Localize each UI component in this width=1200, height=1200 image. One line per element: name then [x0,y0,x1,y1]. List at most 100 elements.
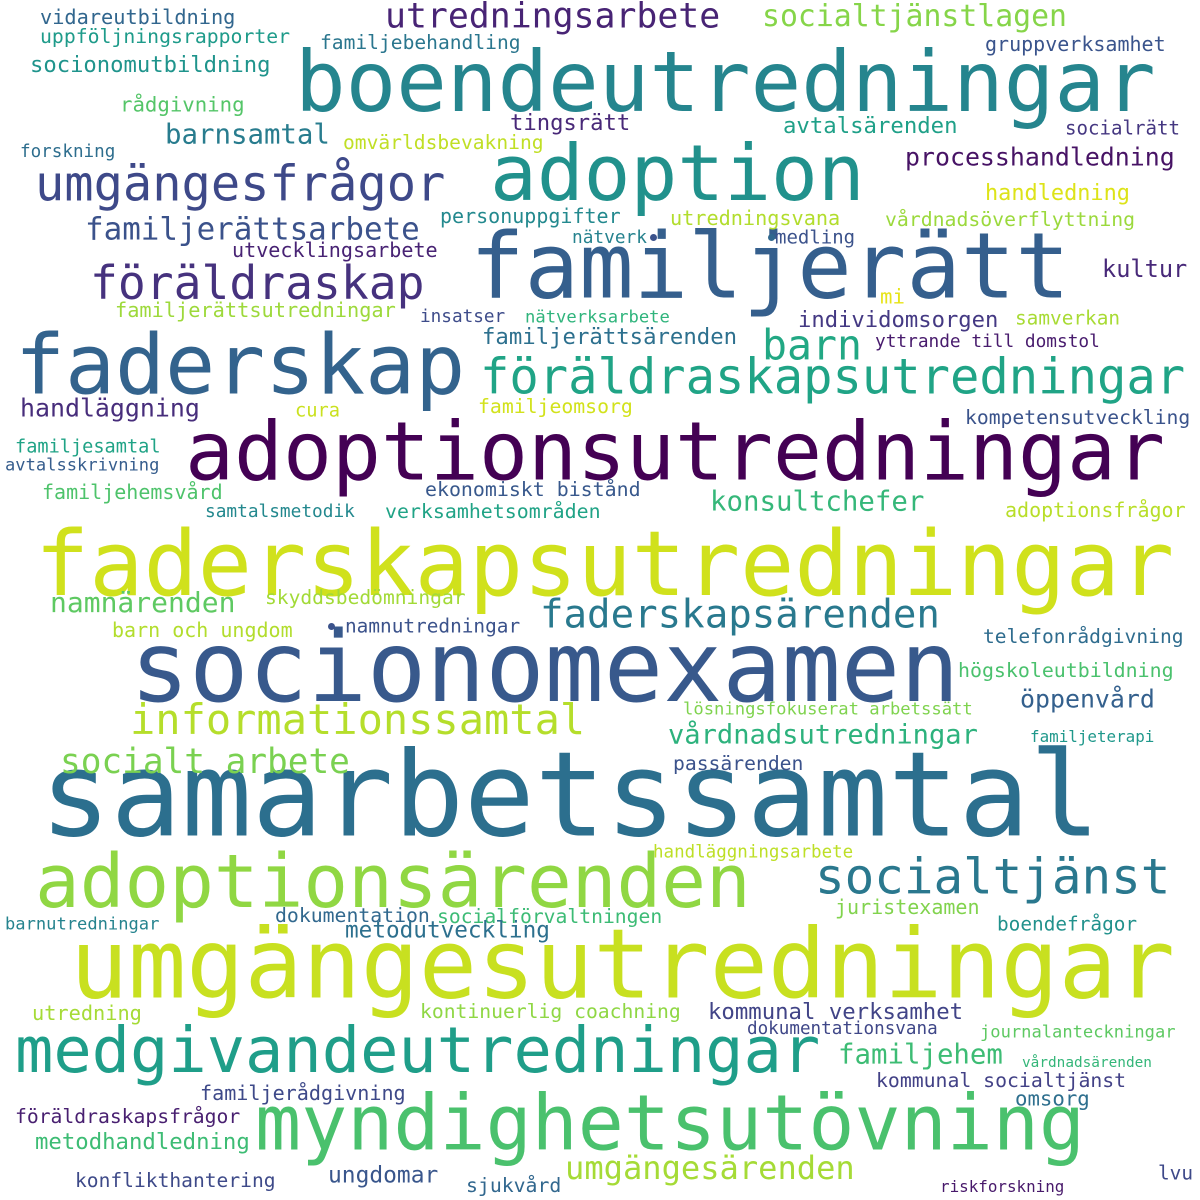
word-familjeterapi: familjeterapi [1030,727,1155,747]
word-namnutredningar: namnutredningar [345,614,521,638]
word-skyddsbed-mningar: skyddsbedömningar [265,586,466,610]
word-familjer-ttsutredningar: familjerättsutredningar [115,297,396,322]
word-adoptions-renden: adoptionsärenden [35,837,751,925]
word-n-tverksarbete: nätverksarbete [525,307,670,328]
word-barn: barn [762,320,862,370]
word-barnsamtal: barnsamtal [165,119,330,151]
word-dokumentationsvana: dokumentationsvana [747,1019,938,1040]
word-kultur: kultur [1102,255,1188,284]
word-vidareutbildning: vidareutbildning [40,4,236,29]
word-socialf-rvaltningen: socialförvaltningen [437,905,663,929]
word-telefonr-dgivning: telefonrådgivning [983,625,1184,649]
dot-mark [650,234,657,241]
word-journalanteckningar: journalanteckningar [980,1022,1176,1043]
word-familjeomsorg: familjeomsorg [478,395,633,419]
word-processhandledning: processhandledning [905,142,1175,172]
word-socialr-tt: socialrätt [1065,116,1180,140]
word-kommunal-verksamhet: kommunal verksamhet [708,998,964,1025]
word-umg-ngesfr-gor: umgängesfrågor [35,156,446,213]
word-handledning: handledning [985,181,1130,207]
word-personuppgifter: personuppgifter [440,204,621,228]
word-familjesamtal: familjesamtal [15,436,161,458]
word-sjukv-rd: sjukvård [466,1174,562,1198]
word-r-dgivning: rådgivning [120,92,245,117]
word-mi: mi [880,284,905,309]
word-v-rdnads-renden: vårdnadsärenden [1022,1054,1152,1071]
word-pass-renden: passärenden [673,752,804,776]
word-juristexamen: juristexamen [835,895,980,919]
word-gruppverksamhet: gruppverksamhet [985,32,1166,56]
word-myndighetsut-vning: myndighetsutövning [255,1079,1086,1169]
word-faderskap: faderskap [15,316,466,414]
word-omsorg: omsorg [1015,1086,1090,1111]
word-konflikthantering: konflikthantering [75,1169,276,1193]
word-dokumentation: dokumentation [275,904,430,928]
word-socialt-arbete: socialt arbete [60,741,350,782]
word-samarbetssamtal: samarbetssamtal [40,726,1101,864]
word-f-r-ldraskap: föräldraskap [90,255,425,310]
word-namn-renden: namnärenden [50,586,236,619]
word-familjebehandling: familjebehandling [320,31,521,55]
word-yttrande-till-domstol: yttrande till domstol [875,331,1100,353]
word-utredning: utredning [32,1000,142,1025]
word-omv-rldsbevakning: omvärldsbevakning [343,131,544,155]
word-handl-ggning: handläggning [20,393,200,423]
dot-mark [768,234,775,241]
word-utvecklingsarbete: utvecklingsarbete [232,237,438,262]
word-individomsorgen: individomsorgen [798,306,999,333]
word-h-gskoleutbildning: högskoleutbildning [958,659,1174,683]
word-tingsr-tt: tingsrätt [510,109,631,136]
word-faderskapsutredningar: faderskapsutredningar [35,511,1175,617]
word-boendeutredningar: boendeutredningar [295,32,1156,131]
word-v-rdnads-verflyttning: vårdnadsöverflyttning [885,208,1136,232]
word-medgivandeutredningar: medgivandeutredningar [15,1014,821,1089]
word-metodhandledning: metodhandledning [35,1128,250,1155]
word-socionomexamen: socionomexamen [130,610,960,725]
word-uppf-ljningsrapporter: uppföljningsrapporter [40,25,291,49]
word-familjehem: familjehem [838,1039,1003,1071]
word-samtalsmetodik: samtalsmetodik [205,501,355,523]
word-avtals-renden: avtalsärenden [783,112,958,139]
word-ungdomar: ungdomar [328,1162,439,1189]
word-samverkan: samverkan [1015,306,1121,330]
word-barnutredningar: barnutredningar [5,914,160,935]
word-familjer-ttsarbete: familjerättsarbete [85,211,420,248]
word-forskning: forskning [20,142,116,163]
word-adoptionsfr-gor: adoptionsfrågor [1005,498,1186,522]
word-familjehemsv-rd: familjehemsvård [42,480,223,504]
word-ekonomiskt-bist-nd: ekonomiskt bistånd [425,478,641,502]
word-faderskaps-renden: faderskapsärenden [540,592,940,638]
word-umg-nges-renden: umgängesärenden [565,1148,855,1187]
word-medling: medling [775,226,856,249]
word-ppenv-rd: öppenvård [1020,684,1155,714]
word-konsultchefer: konsultchefer [710,486,925,518]
word-cura: cura [295,400,341,422]
word-kommunal-socialtj-nst: kommunal socialtjänst [876,1069,1127,1093]
word-riskforskning: riskforskning [940,1177,1065,1197]
word-avtalsskrivning: avtalsskrivning [5,455,160,476]
word-v-rdnadsutredningar: vårdnadsutredningar [668,719,978,751]
word-barn-och-ungdom: barn och ungdom [112,618,293,642]
word-f-r-ldraskapsfr-gor: föräldraskapsfrågor [15,1105,241,1129]
word-l-sningsfokuserat-arbetss-tt: lösningsfokuserat arbetssätt [683,699,973,720]
word-adoption: adoption [490,129,865,220]
dot-mark [328,623,335,630]
word-kontinuerlig-coachning: kontinuerlig coachning [420,1000,681,1024]
word-kompetensutveckling: kompetensutveckling [965,406,1191,430]
word-verksamhetsomr-den: verksamhetsområden [385,500,601,524]
word-f-r-ldraskapsutredningar: föräldraskapsutredningar [480,348,1186,406]
word-umg-ngesutredningar: umgängesutredningar [70,907,1175,1021]
word-familjer-tts-renden: familjerättsärenden [482,323,738,350]
word-socialtj-nstlagen: socialtjänstlagen [762,0,1067,35]
word-boendefr-gor: boendefrågor [997,912,1138,936]
word-lvu: lvu [1158,1161,1194,1185]
word-informationssamtal: informationssamtal [130,695,586,744]
word-insatser: insatser [420,307,506,328]
word-adoptionsutredningar: adoptionsutredningar [185,404,1166,500]
word-socionomutbildning: socionomutbildning [30,51,271,78]
word-handl-ggningsarbete: handläggningsarbete [653,842,854,863]
word-socialtj-nst: socialtjänst [815,847,1171,906]
word-metodutveckling: metodutveckling [345,917,550,944]
word-utredningsarbete: utredningsarbete [385,0,721,37]
